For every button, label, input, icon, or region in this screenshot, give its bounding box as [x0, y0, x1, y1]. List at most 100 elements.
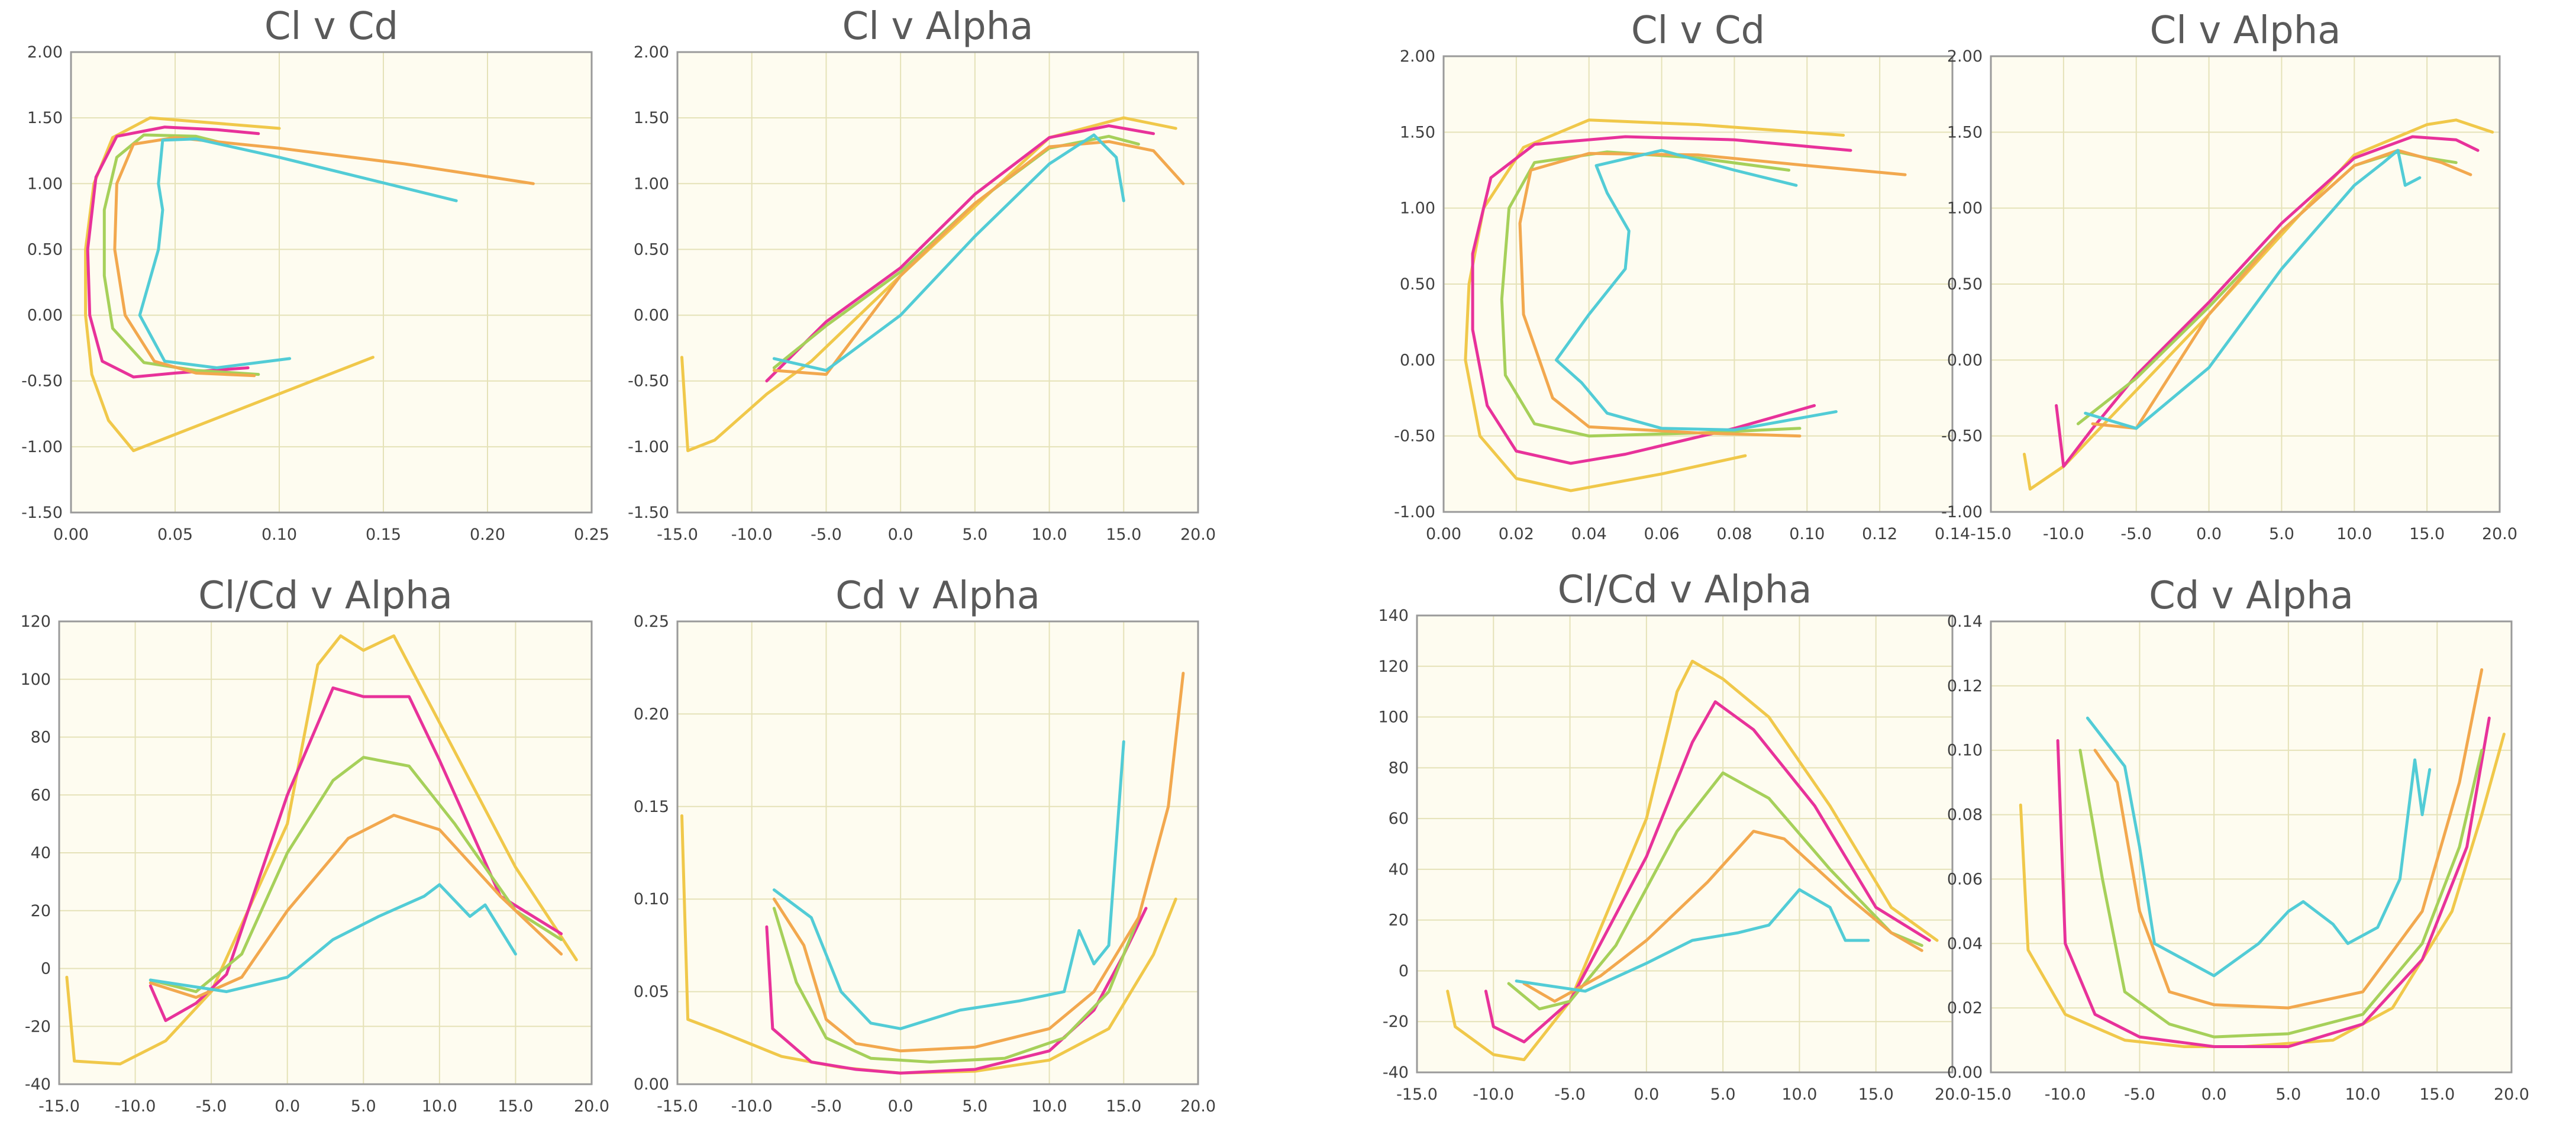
y-tick-label: 0.25 — [634, 613, 669, 631]
y-tick-label: 1.50 — [1947, 123, 1983, 141]
chart-title: Cl v Cd — [264, 5, 398, 49]
x-tick-label: 5.0 — [2275, 1085, 2301, 1104]
x-tick-label: 0.0 — [2196, 525, 2222, 543]
y-tick-label: 1.50 — [1400, 123, 1435, 141]
plot-frame — [676, 620, 1199, 1085]
y-tick-label: 100 — [1378, 708, 1409, 727]
plot-area — [1417, 615, 1952, 1072]
chart-title: Cl v Alpha — [842, 5, 1034, 49]
y-tick-label: 140 — [1378, 607, 1409, 625]
plot-frame — [58, 620, 593, 1085]
x-tick-label: 0.06 — [1644, 525, 1680, 543]
y-tick-label: 0.50 — [634, 240, 669, 259]
plot-frame — [1442, 55, 1954, 513]
x-tick-label: 5.0 — [351, 1097, 376, 1116]
series-line-green — [149, 756, 563, 994]
y-tick-label: 0.20 — [634, 705, 669, 723]
y-tick-label: 80 — [1389, 759, 1409, 777]
x-tick-label: 5.0 — [2269, 525, 2294, 543]
series-line-magenta — [765, 907, 1148, 1075]
series-line-orange — [1518, 152, 1907, 438]
chart-title: Cl/Cd v Alpha — [1558, 568, 1812, 612]
y-tick-label: 2.00 — [1400, 47, 1435, 66]
x-tick-label: 20.0 — [2482, 525, 2517, 543]
chart-title: Cl v Cd — [1631, 9, 1765, 53]
x-tick-label: 10.0 — [1032, 526, 1067, 544]
x-tick-label: 0.15 — [366, 526, 401, 544]
x-tick-label: 10.0 — [1781, 1085, 1817, 1104]
y-tick-label: -1.00 — [1941, 503, 1983, 521]
x-tick-label: -5.0 — [811, 1097, 842, 1116]
x-tick-label: 0.02 — [1499, 525, 1534, 543]
series-line-magenta — [2056, 716, 2491, 1048]
y-tick-label: -40 — [25, 1075, 51, 1094]
series-line-magenta — [765, 124, 1155, 383]
y-tick-label: 0.15 — [634, 798, 669, 816]
y-tick-label: 0.12 — [1947, 677, 1983, 695]
y-tick-label: 1.00 — [27, 175, 63, 193]
x-tick-label: -5.0 — [196, 1097, 227, 1116]
x-tick-label: 5.0 — [962, 1097, 987, 1116]
y-tick-label: 20 — [1389, 911, 1409, 930]
series-line-orange — [772, 672, 1185, 1053]
series-line-cyan — [2086, 716, 2432, 978]
y-tick-label: 40 — [1389, 860, 1409, 879]
x-tick-label: 5.0 — [962, 526, 987, 544]
y-tick-label: -40 — [1383, 1063, 1409, 1082]
x-tick-label: -15.0 — [1970, 525, 2012, 543]
x-tick-label: 10.0 — [1032, 1097, 1067, 1116]
x-tick-label: 15.0 — [1106, 526, 1141, 544]
x-tick-label: -10.0 — [2045, 1085, 2086, 1104]
plot-area — [677, 621, 1198, 1084]
series-line-yellow — [84, 116, 375, 452]
x-tick-label: 0.08 — [1716, 525, 1752, 543]
x-tick-label: 0.25 — [574, 526, 609, 544]
series-line-orange — [2091, 149, 2472, 430]
x-tick-label: -15.0 — [657, 1097, 698, 1116]
x-tick-label: -5.0 — [1554, 1085, 1586, 1104]
plot-frame — [1416, 614, 1954, 1074]
x-tick-label: 10.0 — [422, 1097, 457, 1116]
y-tick-label: 20 — [31, 902, 51, 920]
plot-frame — [1990, 55, 2501, 513]
x-tick-label: 15.0 — [1858, 1085, 1894, 1104]
x-tick-label: -10.0 — [115, 1097, 156, 1116]
y-tick-label: 1.00 — [1947, 199, 1983, 218]
series-line-yellow — [1464, 118, 1845, 492]
y-tick-label: 0.00 — [1947, 1063, 1983, 1082]
y-tick-label: 0.08 — [1947, 806, 1983, 824]
x-tick-label: 0.20 — [470, 526, 505, 544]
x-tick-label: 0.00 — [53, 526, 89, 544]
chart-right-clcd-alpha: -15.0 -10.0 -5.0 0.0 5.0 10.0 15.0 20.0 -40 -20 0 2… — [1378, 568, 1970, 1104]
y-tick-label: -0.50 — [1941, 427, 1983, 446]
x-tick-label: 20.0 — [574, 1097, 609, 1116]
chart-title: Cl/Cd v Alpha — [198, 574, 453, 618]
y-tick-label: 0 — [41, 960, 51, 978]
y-tick-label: 0.00 — [634, 307, 669, 325]
series-line-green — [2078, 749, 2484, 1039]
y-tick-label: 0.10 — [1947, 742, 1983, 760]
series-line-green — [772, 907, 1140, 1063]
x-tick-label: -10.0 — [2043, 525, 2084, 543]
x-tick-label: -5.0 — [2124, 1085, 2155, 1104]
x-tick-label: 0.04 — [1571, 525, 1607, 543]
y-tick-label: 60 — [31, 786, 51, 804]
x-tick-label: 0.05 — [157, 526, 193, 544]
y-tick-label: 40 — [31, 844, 51, 862]
x-tick-label: 10.0 — [2336, 525, 2372, 543]
x-tick-label: -15.0 — [38, 1097, 80, 1116]
series-line-magenta — [1484, 700, 1931, 1043]
y-tick-label: -20 — [1383, 1013, 1409, 1031]
series-line-cyan — [772, 133, 1125, 372]
y-tick-label: 0.00 — [27, 307, 63, 325]
x-tick-label: 10.0 — [2345, 1085, 2381, 1104]
x-tick-label: -15.0 — [1970, 1085, 2012, 1104]
y-tick-label: 0.04 — [1947, 934, 1983, 953]
chart-title: Cd v Alpha — [2149, 574, 2354, 618]
x-tick-label: 5.0 — [1710, 1085, 1736, 1104]
y-tick-label: 0.00 — [1400, 351, 1435, 369]
y-tick-label: 0.00 — [634, 1075, 669, 1094]
y-tick-label: -1.00 — [628, 438, 669, 456]
plot-frame — [70, 51, 593, 514]
